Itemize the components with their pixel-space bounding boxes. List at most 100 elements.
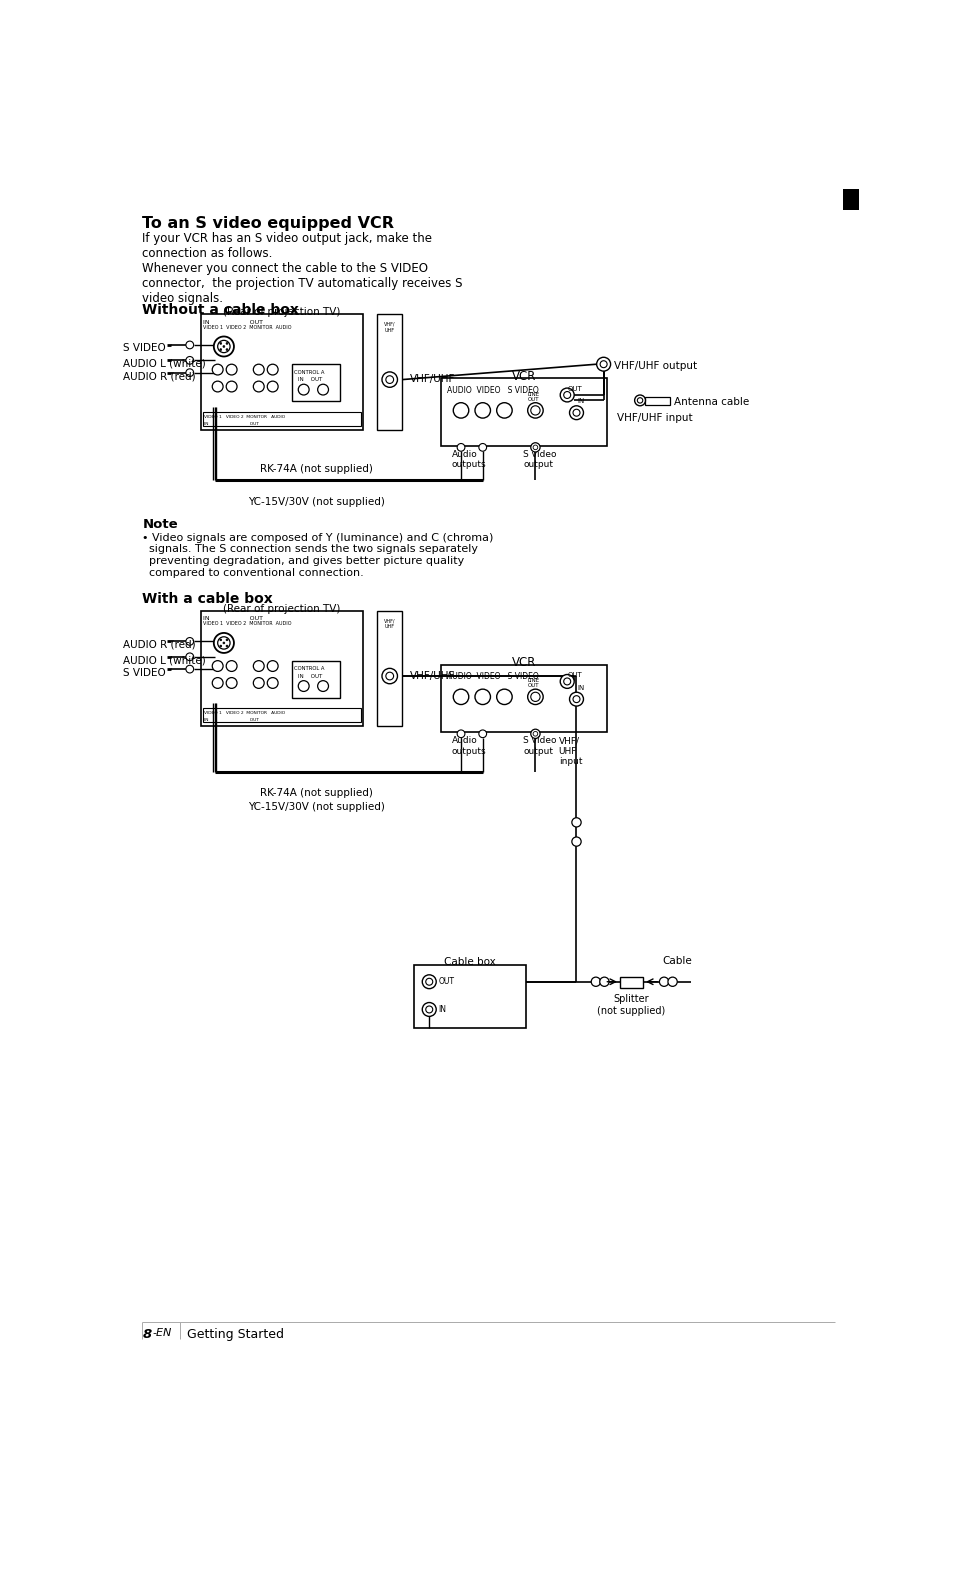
Text: VCR: VCR [511, 369, 536, 382]
Text: S video
output: S video output [522, 450, 556, 468]
Circle shape [219, 343, 221, 344]
Text: VHF/UHF output: VHF/UHF output [614, 362, 697, 371]
Text: Splitter
(not supplied): Splitter (not supplied) [597, 994, 665, 1016]
Text: YC-15V/30V (not supplied): YC-15V/30V (not supplied) [248, 802, 385, 813]
Circle shape [213, 336, 233, 357]
Circle shape [425, 1006, 433, 1012]
Circle shape [667, 978, 677, 986]
Circle shape [217, 340, 230, 352]
Text: AUDIO R (red): AUDIO R (red) [123, 371, 195, 380]
Text: RK-74A (not supplied): RK-74A (not supplied) [260, 788, 373, 797]
Circle shape [223, 641, 225, 645]
Text: Cable: Cable [661, 956, 691, 965]
Text: OUT: OUT [528, 396, 539, 401]
Bar [203, 709, 360, 722]
Circle shape [573, 696, 579, 703]
Text: OUT: OUT [567, 385, 581, 391]
Text: VHF/UHF: VHF/UHF [410, 671, 455, 681]
Circle shape [267, 365, 278, 376]
Text: OUT: OUT [438, 978, 454, 986]
Circle shape [530, 729, 539, 739]
Text: OUT: OUT [567, 673, 581, 678]
Text: VHF/UHF input: VHF/UHF input [617, 413, 692, 423]
Text: VCR: VCR [511, 656, 536, 670]
Circle shape [530, 443, 539, 453]
Circle shape [186, 341, 193, 349]
Circle shape [317, 681, 328, 692]
Text: IN: IN [577, 398, 584, 404]
Circle shape [478, 729, 486, 737]
Circle shape [186, 369, 193, 377]
Text: If your VCR has an S video output jack, make the
connection as follows.
Whenever: If your VCR has an S video output jack, … [142, 231, 462, 305]
Text: To an S video equipped VCR: To an S video equipped VCR [142, 217, 395, 231]
Circle shape [422, 975, 436, 989]
Circle shape [573, 409, 579, 417]
Circle shape [634, 395, 645, 406]
Text: (Rear of projection TV): (Rear of projection TV) [223, 604, 340, 613]
Text: VIDEO 1  VIDEO 2  MONITOR  AUDIO: VIDEO 1 VIDEO 2 MONITOR AUDIO [203, 621, 292, 626]
Circle shape [527, 689, 542, 704]
Text: AUDIO  VIDEO   S VIDEO: AUDIO VIDEO S VIDEO [447, 673, 538, 681]
Text: IN    OUT: IN OUT [298, 674, 322, 679]
Text: VHF/UHF: VHF/UHF [410, 374, 455, 384]
Circle shape [212, 678, 223, 689]
Text: VHF/
UHF: VHF/ UHF [383, 322, 395, 333]
Text: IN                    OUT: IN OUT [203, 319, 263, 324]
Text: IN: IN [577, 684, 584, 690]
Text: (Rear of projection TV): (Rear of projection TV) [223, 307, 340, 318]
Text: VIDEO 1  VIDEO 2  MONITOR  AUDIO: VIDEO 1 VIDEO 2 MONITOR AUDIO [203, 325, 292, 330]
Circle shape [219, 645, 221, 648]
Bar [619, 978, 642, 987]
Circle shape [226, 349, 228, 351]
Text: Audio
outputs: Audio outputs [452, 450, 486, 468]
Circle shape [475, 402, 490, 418]
Text: S VIDEO: S VIDEO [123, 668, 166, 678]
Bar [200, 314, 363, 429]
Bar [645, 396, 670, 406]
Circle shape [453, 402, 468, 418]
Circle shape [226, 660, 236, 671]
Text: YC-15V/30V (not supplied): YC-15V/30V (not supplied) [248, 497, 385, 506]
Circle shape [212, 660, 223, 671]
Bar [414, 965, 525, 1028]
Text: Cable box: Cable box [443, 957, 495, 967]
Circle shape [530, 692, 539, 701]
Text: OUT: OUT [528, 682, 539, 689]
Circle shape [527, 402, 542, 418]
Text: LINE: LINE [527, 679, 539, 684]
Circle shape [563, 391, 570, 398]
Circle shape [213, 634, 233, 652]
Circle shape [637, 398, 642, 402]
Circle shape [569, 692, 583, 706]
Text: AUDIO R (red): AUDIO R (red) [123, 640, 195, 649]
Text: AUDIO L (white): AUDIO L (white) [123, 656, 206, 665]
Circle shape [456, 729, 464, 737]
Bar [377, 610, 402, 726]
Text: • Video signals are composed of Y (luminance) and C (chroma)
  signals. The S co: • Video signals are composed of Y (lumin… [142, 533, 494, 577]
Text: IN: IN [438, 1005, 446, 1014]
Circle shape [186, 638, 193, 645]
Circle shape [226, 380, 236, 391]
Circle shape [530, 406, 539, 415]
Circle shape [226, 343, 228, 344]
Circle shape [533, 445, 537, 450]
Circle shape [385, 376, 394, 384]
Circle shape [317, 384, 328, 395]
Circle shape [385, 673, 394, 681]
Bar [292, 660, 340, 698]
Circle shape [226, 645, 228, 648]
Text: IN                              OUT: IN OUT [204, 421, 259, 426]
Bar [200, 610, 363, 726]
Circle shape [569, 406, 583, 420]
Text: Without a cable box: Without a cable box [142, 302, 299, 316]
Text: VIDEO 1   VIDEO 2  MONITOR   AUDIO: VIDEO 1 VIDEO 2 MONITOR AUDIO [204, 415, 285, 420]
Bar [203, 412, 360, 426]
Bar [842, 189, 858, 211]
Circle shape [267, 678, 278, 689]
Text: CONTROL A: CONTROL A [294, 667, 325, 671]
Circle shape [186, 665, 193, 673]
Circle shape [253, 380, 264, 391]
Circle shape [253, 365, 264, 376]
Circle shape [226, 365, 236, 376]
Text: IN                              OUT: IN OUT [204, 718, 259, 723]
